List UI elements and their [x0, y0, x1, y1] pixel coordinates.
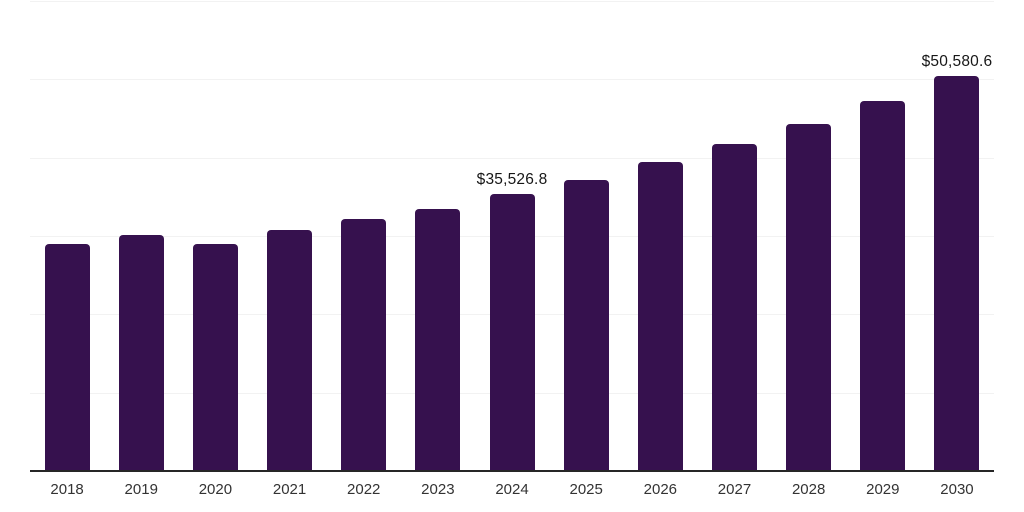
- plot-area: $35,526.8 $50,580.6: [30, 1, 994, 472]
- x-axis-line: [30, 470, 994, 472]
- bar-band-2029: [846, 2, 920, 472]
- gridline: [30, 1, 994, 2]
- bar-2021: [267, 229, 313, 472]
- bar-band-2026: [623, 2, 697, 472]
- gridline: [30, 79, 994, 81]
- x-tick-label-2030: 2030: [940, 481, 974, 498]
- bar-2024: $35,526.8: [477, 171, 547, 472]
- bar-band-2025: [549, 2, 623, 472]
- bar-band-2022: [327, 2, 401, 472]
- x-tick-label-2021: 2021: [272, 481, 307, 498]
- bar-band-2020: [178, 2, 252, 472]
- bar-band-2024: $35,526.8: [475, 2, 549, 472]
- bar-2019: [118, 234, 164, 472]
- bar-band-2018: [30, 2, 104, 472]
- bar-2022: [341, 218, 387, 472]
- bar-2020: [192, 244, 238, 472]
- bar-2028: [786, 123, 832, 472]
- x-axis: 2018 2019 2020 2021 2022 2023 2024 2025 2026 2027…: [30, 481, 994, 498]
- bar-band-2023: [401, 2, 475, 472]
- x-tick-label-2023: 2023: [421, 481, 455, 498]
- x-tick-label-2020: 2020: [198, 481, 233, 498]
- x-tick-label-2019: 2019: [124, 481, 158, 498]
- x-tick-label-2027: 2027: [717, 481, 752, 498]
- bar-2026: [637, 161, 683, 472]
- bar-2025: [563, 179, 609, 472]
- bar-2029: [860, 100, 906, 472]
- x-tick-label-2026: 2026: [643, 481, 678, 498]
- bar-2027: [711, 143, 757, 472]
- bars-row: $35,526.8 $50,580.6: [30, 2, 994, 472]
- x-tick-label-2022: 2022: [347, 481, 381, 498]
- gridline: [30, 157, 994, 159]
- x-tick-label-2018: 2018: [50, 481, 84, 498]
- bar-2018: [44, 243, 90, 472]
- bar-2023: [415, 208, 461, 472]
- x-tick-label-2024: 2024: [495, 481, 529, 498]
- bar-band-2027: [697, 2, 771, 472]
- x-tick-label-2028: 2028: [791, 481, 826, 498]
- x-tick-label-2025: 2025: [569, 481, 603, 498]
- bar-band-2028: [772, 2, 846, 472]
- bar-band-2019: [104, 2, 178, 472]
- value-label-2024: $35,526.8: [476, 170, 548, 188]
- bar-band-2030: $50,580.6: [920, 2, 994, 472]
- value-label-2030: $50,580.6: [921, 52, 993, 70]
- bar-band-2021: [252, 2, 326, 472]
- bar-2030: $50,580.6: [922, 53, 992, 472]
- x-tick-label-2029: 2029: [866, 481, 900, 498]
